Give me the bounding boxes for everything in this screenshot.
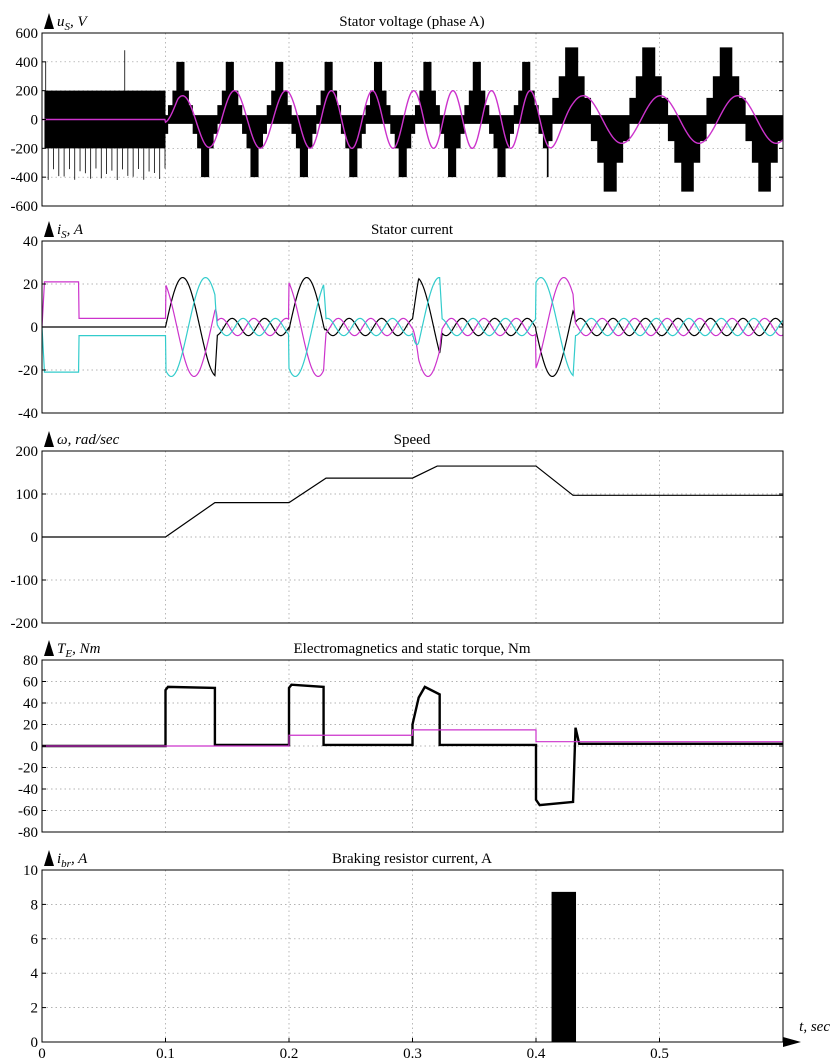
panel-voltage: -600 -400 -200 0 200 400 600 Stator voltage (ph… xyxy=(11,13,784,215)
y-tick-label: -600 xyxy=(11,199,39,215)
y-tick-label: 20 xyxy=(23,718,38,734)
panel-torque: -80 -60 -40 -20 0 20 40 60 80 Electromagnetics an… xyxy=(18,640,784,841)
panel-title: Speed xyxy=(394,432,431,448)
y-tick-label: -20 xyxy=(18,761,38,777)
x-tick-label: 0.1 xyxy=(156,1046,175,1062)
series-group xyxy=(42,891,783,1042)
y-tick-label: -60 xyxy=(18,804,38,820)
y-tick-label: 8 xyxy=(31,897,39,913)
speed-series-0 xyxy=(42,465,783,538)
y-tick-label: 4 xyxy=(31,966,39,982)
series-group xyxy=(42,47,783,192)
panel-speed: -200 -100 0 100 200 Speed ω, rad/sec xyxy=(11,431,784,632)
panel-current: -40 -20 0 20 40 Stator current iS, A xyxy=(18,221,784,422)
y-tick-label: 0 xyxy=(31,739,39,755)
panel-title: Stator voltage (phase A) xyxy=(339,14,484,30)
y-tick-label: 0 xyxy=(31,1035,39,1051)
y-tick-label: 6 xyxy=(31,932,39,948)
y-axis-arrow xyxy=(44,640,54,656)
y-tick-label: 200 xyxy=(16,444,39,460)
x-tick-label: 0.4 xyxy=(527,1046,546,1062)
y-tick-label: 400 xyxy=(16,55,39,71)
y-tick-label: 40 xyxy=(23,234,38,250)
panel-title: Braking resistor current, A xyxy=(332,851,492,867)
y-tick-label: -80 xyxy=(18,825,38,841)
x-tick-label: 0.2 xyxy=(280,1046,299,1062)
series-group xyxy=(42,683,783,807)
y-tick-label: -40 xyxy=(18,406,38,422)
y-tick-label: -200 xyxy=(11,141,39,157)
y-axis-label: TE, Nm xyxy=(57,641,101,660)
series-group xyxy=(42,276,783,378)
y-tick-label: 200 xyxy=(16,84,39,100)
y-axis-label: uS, V xyxy=(57,14,89,33)
panel-title: Stator current xyxy=(371,222,454,238)
y-axis-label: ω, rad/sec xyxy=(57,432,120,448)
y-tick-label: 0 xyxy=(31,113,39,129)
y-tick-label: 2 xyxy=(31,1001,39,1017)
x-tick-label: 0.5 xyxy=(650,1046,669,1062)
y-tick-label: -200 xyxy=(11,616,39,632)
y-tick-label: 600 xyxy=(16,26,39,42)
torque-series-1 xyxy=(42,729,783,747)
y-axis-label: ibr, A xyxy=(57,851,88,870)
voltage-fundamental-series xyxy=(42,89,783,150)
y-tick-label: 80 xyxy=(23,653,38,669)
x-axis-label: t, sec xyxy=(799,1019,830,1035)
y-tick-label: 60 xyxy=(23,675,38,691)
y-axis-arrow xyxy=(44,431,54,447)
y-tick-label: -100 xyxy=(11,573,39,589)
x-axis-arrow xyxy=(783,1037,801,1047)
x-axis: t, sec 0 0.1 0.2 0.3 0.4 0.5 xyxy=(38,1019,830,1062)
voltage-spikes xyxy=(45,50,166,180)
y-tick-label: -40 xyxy=(18,782,38,798)
y-tick-label: 40 xyxy=(23,696,38,712)
y-axis-arrow xyxy=(44,13,54,29)
y-axis-arrow xyxy=(44,221,54,237)
panel-title: Electromagnetics and static torque, Nm xyxy=(293,641,530,657)
y-tick-label: 100 xyxy=(16,487,39,503)
y-tick-label: 0 xyxy=(31,530,39,546)
y-axis-arrow xyxy=(44,850,54,866)
y-tick-label: -20 xyxy=(18,363,38,379)
current-series-1 xyxy=(42,276,783,378)
panel-braking: 0 2 4 6 8 10 Braking resistor current, A ibr, A xyxy=(23,850,784,1051)
current-series-0 xyxy=(42,276,783,378)
y-tick-label: -400 xyxy=(11,170,39,186)
series-group xyxy=(42,465,783,538)
y-axis-label: iS, A xyxy=(57,222,84,241)
voltage-pwm-series xyxy=(44,47,783,192)
braking-series xyxy=(42,891,783,1042)
current-series-2 xyxy=(42,276,783,378)
y-tick-label: 0 xyxy=(31,320,39,336)
x-tick-label: 0 xyxy=(38,1046,46,1062)
x-tick-label: 0.3 xyxy=(403,1046,422,1062)
y-tick-label: 10 xyxy=(23,863,38,879)
y-tick-label: 20 xyxy=(23,277,38,293)
